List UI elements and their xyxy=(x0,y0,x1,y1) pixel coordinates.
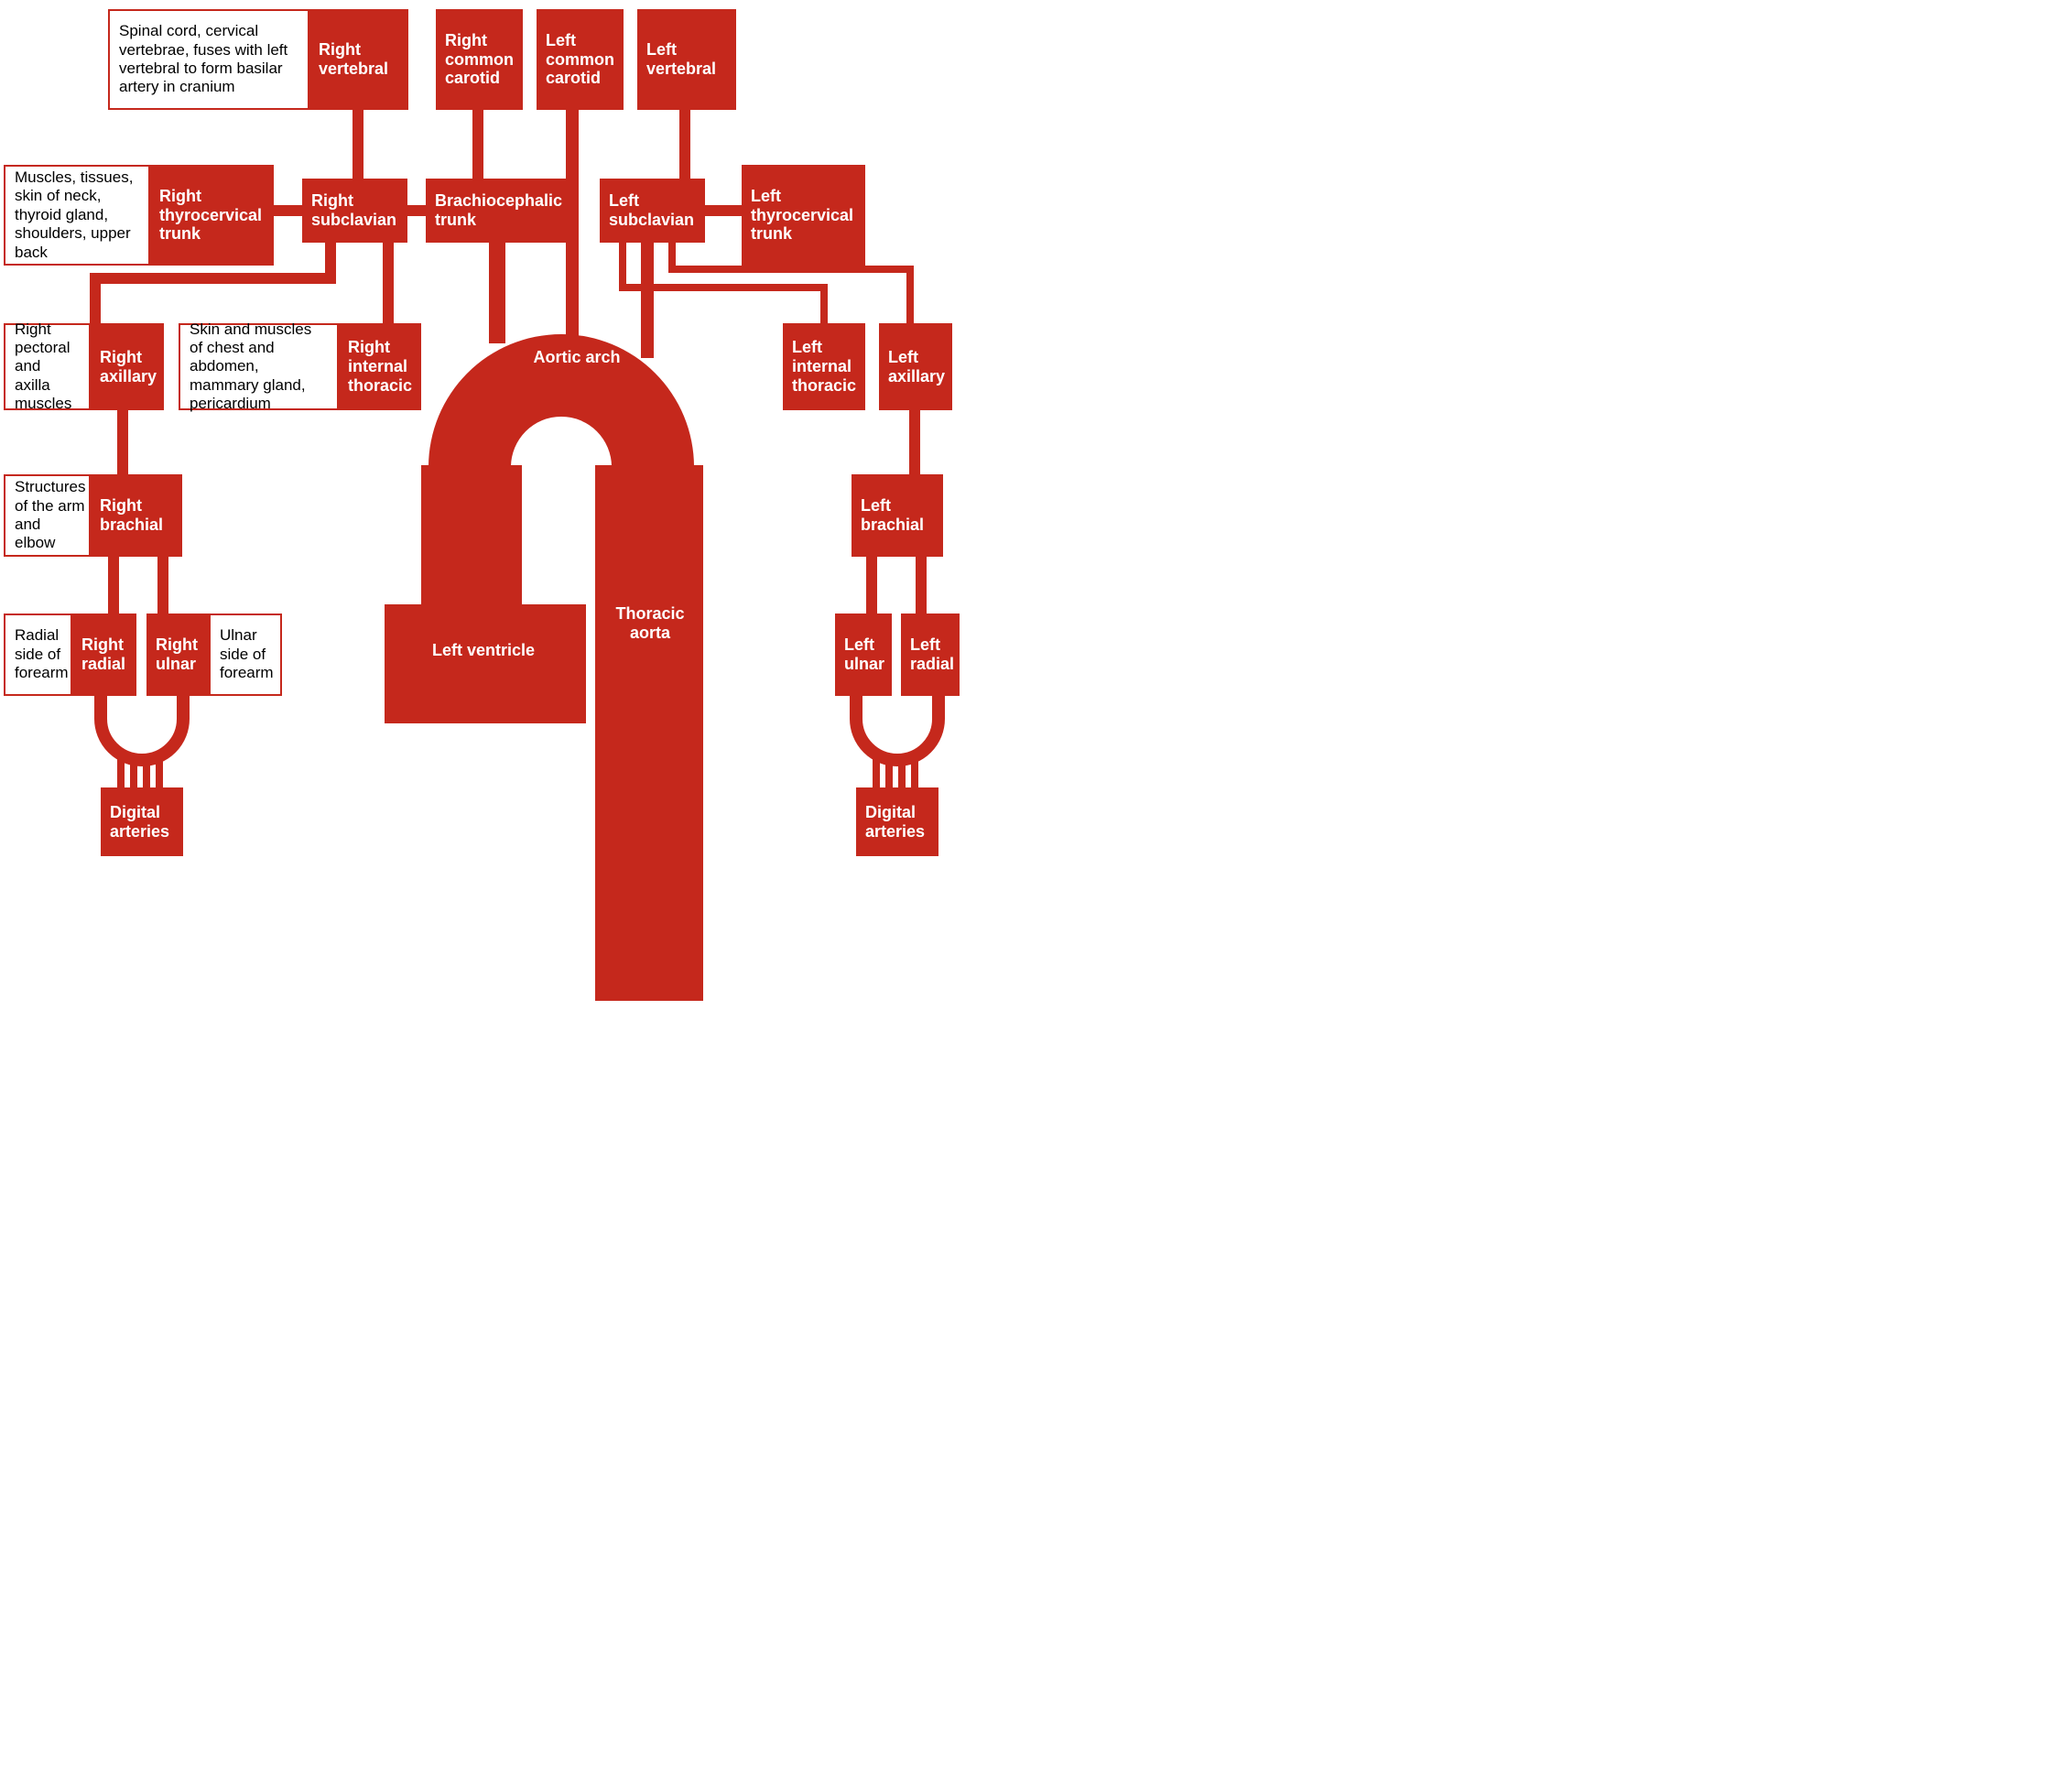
right-radial: Right radial xyxy=(72,614,136,696)
left-subclavian: Left subclavian xyxy=(600,179,705,243)
right-brachial-desc: Structures of the arm and elbow xyxy=(4,474,91,557)
right-ulnar: Right ulnar xyxy=(146,614,209,696)
left-axillary: Left axillary xyxy=(879,323,952,410)
right-internal-thoracic-desc: Skin and muscles of chest and abdomen, m… xyxy=(179,323,339,410)
left-brachial: Left brachial xyxy=(852,474,943,557)
right-radial-desc: Radial side of forearm xyxy=(4,614,72,696)
thoracic-aorta-label: Thoracic aorta xyxy=(609,604,691,642)
left-common-carotid: Left common carotid xyxy=(537,9,624,110)
right-thyrocervical-desc: Muscles, tissues, skin of neck, thyroid … xyxy=(4,165,150,266)
anatomy-flowchart: Aortic arch Left ventricle Thoracic aort… xyxy=(0,0,1172,1001)
right-axillary-desc: Right pectoral and axilla muscles xyxy=(4,323,91,410)
left-ulnar: Left ulnar xyxy=(835,614,892,696)
right-ulnar-desc: Ulnar side of forearm xyxy=(209,614,282,696)
digital-arteries-right: Digital arteries xyxy=(856,787,938,856)
palmar-arch-left xyxy=(73,696,211,797)
right-brachial: Right brachial xyxy=(91,474,182,557)
brachiocephalic-trunk: Brachiocephalic trunk xyxy=(426,179,572,243)
left-internal-thoracic: Left internal thoracic xyxy=(783,323,865,410)
left-vertebral: Left vertebral xyxy=(637,9,736,110)
left-radial: Left radial xyxy=(901,614,960,696)
right-thyrocervical: Right thyrocervical trunk xyxy=(150,165,274,266)
right-vertebral-desc: Spinal cord, cervical vertebrae, fuses w… xyxy=(108,9,309,110)
digital-arteries-left: Digital arteries xyxy=(101,787,183,856)
right-internal-thoracic: Right internal thoracic xyxy=(339,323,421,410)
right-common-carotid: Right common carotid xyxy=(436,9,523,110)
left-thyrocervical: Left thyrocervical trunk xyxy=(742,165,865,266)
aortic-arch-label: Aortic arch xyxy=(531,348,623,367)
right-axillary: Right axillary xyxy=(91,323,164,410)
left-ventricle-label: Left ventricle xyxy=(429,641,538,660)
right-subclavian: Right subclavian xyxy=(302,179,407,243)
right-vertebral: Right vertebral xyxy=(309,9,408,110)
palmar-arch-right xyxy=(829,696,966,797)
